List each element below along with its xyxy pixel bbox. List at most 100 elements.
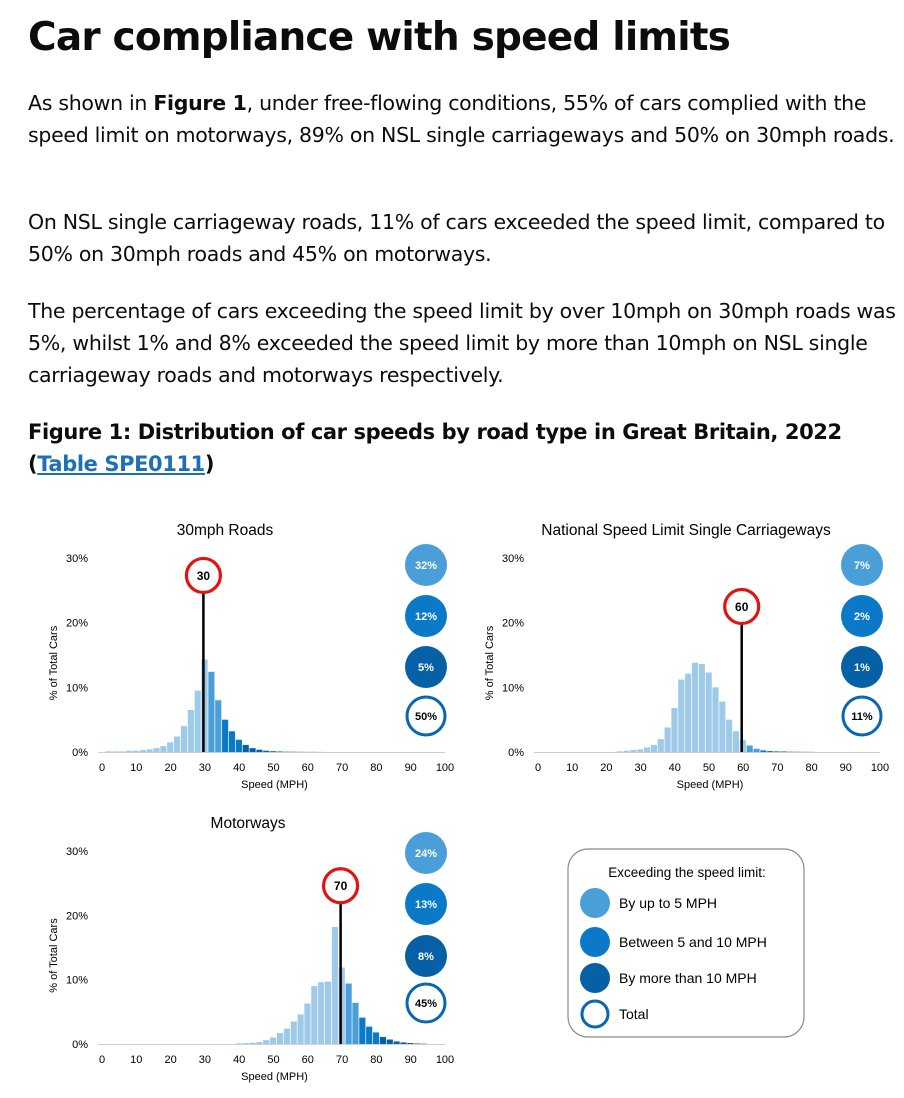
bar-68mph bbox=[331, 926, 338, 1044]
bar-46mph bbox=[691, 662, 699, 752]
bar-24mph bbox=[616, 751, 623, 752]
bar-28mph bbox=[194, 690, 201, 752]
bar-46mph bbox=[256, 1042, 263, 1044]
chart-title: Motorways bbox=[211, 815, 286, 832]
bar-66mph bbox=[324, 981, 332, 1044]
exceed-up-to-5-bubble bbox=[405, 832, 447, 874]
exceed-5-to-10-value: 2% bbox=[854, 611, 870, 623]
x-tick-label: 20 bbox=[164, 1054, 176, 1066]
y-tick-label: 30% bbox=[66, 846, 88, 858]
x-tick-label: 60 bbox=[302, 1054, 314, 1066]
exceed-over-10-value: 8% bbox=[418, 951, 434, 963]
y-tick-label: 0% bbox=[72, 1039, 88, 1051]
speed-limit-sign bbox=[184, 556, 222, 595]
bar-56mph bbox=[290, 1021, 297, 1044]
legend-title: Exceeding the speed limit: bbox=[608, 865, 766, 880]
y-tick-label: 10% bbox=[502, 682, 524, 694]
bar-80mph bbox=[372, 1032, 380, 1044]
x-tick-label: 40 bbox=[233, 1054, 245, 1066]
y-tick-label: 20% bbox=[66, 910, 88, 922]
x-tick-label: 40 bbox=[233, 762, 245, 774]
bar-86mph bbox=[393, 1041, 400, 1044]
bar-2mph bbox=[105, 751, 112, 752]
x-tick-label: 100 bbox=[871, 762, 889, 774]
speed-limit-label: 30 bbox=[197, 569, 211, 583]
bar-42mph bbox=[242, 744, 249, 752]
bar-36mph bbox=[657, 739, 664, 752]
bar-50mph bbox=[270, 1037, 277, 1044]
exceed-over-10-value: 5% bbox=[418, 662, 434, 674]
page-title: Car compliance with speed limits bbox=[28, 15, 731, 60]
x-tick-label: 90 bbox=[405, 762, 417, 774]
x-tick-label: 30 bbox=[634, 762, 646, 774]
bar-40mph bbox=[235, 739, 242, 752]
legend-swatch-up-to-5 bbox=[580, 888, 610, 918]
speed-limit-sign bbox=[322, 867, 360, 905]
x-tick-label: 50 bbox=[267, 762, 279, 774]
bar-74mph bbox=[352, 1002, 359, 1044]
bar-60mph bbox=[304, 1003, 311, 1044]
caption-text: Figure 1: Distribution of car speeds by … bbox=[28, 420, 842, 476]
x-tick-label: 50 bbox=[267, 1054, 279, 1066]
y-tick-label: 30% bbox=[502, 553, 524, 565]
bar-24mph bbox=[180, 726, 188, 752]
bar-50mph bbox=[705, 672, 712, 752]
chart-panel-3: Motorways 0% 10% 20% 30% % of Total Cars 0 10 20… bbox=[48, 815, 454, 1083]
exceed-up-to-5-value: 7% bbox=[854, 560, 870, 572]
exceed-total-value: 45% bbox=[415, 998, 437, 1010]
bar-64mph bbox=[753, 748, 760, 752]
over-10mph-paragraph: The percentage of cars exceeding the spe… bbox=[28, 299, 896, 387]
legend-swatch-between-5-10 bbox=[580, 927, 610, 957]
bar-44mph bbox=[249, 1042, 256, 1044]
y-axis-label: % of Total Cars bbox=[48, 918, 60, 993]
bar-58mph bbox=[297, 1014, 304, 1044]
bar-82mph bbox=[379, 1036, 386, 1044]
speed-limit-label: 70 bbox=[334, 879, 348, 893]
bar-14mph bbox=[146, 749, 153, 752]
x-tick-label: 90 bbox=[405, 1054, 417, 1066]
bar-64mph bbox=[318, 982, 325, 1044]
bar-36mph bbox=[222, 719, 229, 752]
bar-30mph bbox=[637, 749, 644, 752]
bar-66mph bbox=[760, 750, 767, 752]
bar-88mph bbox=[400, 1042, 407, 1044]
table-spe0111-link[interactable]: Table SPE0111 bbox=[37, 452, 205, 476]
bar-42mph bbox=[678, 679, 685, 752]
x-tick-label: 10 bbox=[130, 1054, 142, 1066]
bar-44mph bbox=[685, 673, 692, 752]
bar-12mph bbox=[139, 750, 146, 752]
x-axis-label: Speed (MPH) bbox=[241, 1071, 308, 1083]
legend-item-label: Between 5 and 10 MPH bbox=[619, 934, 767, 950]
chart-panel-2: National Speed Limit Single Carriageways… bbox=[484, 522, 889, 791]
x-tick-label: 80 bbox=[370, 1054, 382, 1066]
exceed-up-to-5-bubble bbox=[405, 544, 447, 586]
bar-90mph bbox=[407, 1043, 414, 1044]
exceed-over-10-bubble bbox=[405, 646, 447, 688]
speed-limit-sign bbox=[723, 587, 761, 626]
bar-26mph bbox=[187, 709, 194, 752]
exceed-5-to-10-value: 13% bbox=[415, 899, 437, 911]
exceed-5-to-10-bubble bbox=[841, 595, 883, 637]
x-tick-label: 30 bbox=[199, 762, 211, 774]
bar-16mph bbox=[153, 748, 160, 752]
y-tick-label: 20% bbox=[502, 618, 524, 630]
exceed-total-value: 11% bbox=[851, 711, 873, 723]
x-tick-label: 70 bbox=[771, 762, 783, 774]
exceed-total-value: 50% bbox=[415, 711, 437, 723]
legend-swatch-total bbox=[580, 999, 610, 1029]
bar-78mph bbox=[366, 1026, 373, 1044]
exceed-5-to-10-value: 12% bbox=[415, 611, 437, 623]
x-tick-label: 60 bbox=[302, 762, 314, 774]
y-tick-label: 30% bbox=[66, 553, 88, 565]
y-tick-label: 20% bbox=[66, 618, 88, 630]
chart-title: National Speed Limit Single Carriageways bbox=[541, 522, 831, 539]
bar-56mph bbox=[726, 719, 733, 752]
y-tick-label: 10% bbox=[66, 975, 88, 987]
y-tick-label: 0% bbox=[72, 747, 88, 759]
bar-62mph bbox=[746, 745, 753, 752]
exceed-total-bubble bbox=[405, 982, 447, 1024]
x-tick-label: 70 bbox=[336, 762, 348, 774]
bar-52mph bbox=[712, 687, 719, 752]
bar-10mph bbox=[132, 750, 140, 752]
bar-4mph bbox=[112, 751, 119, 752]
